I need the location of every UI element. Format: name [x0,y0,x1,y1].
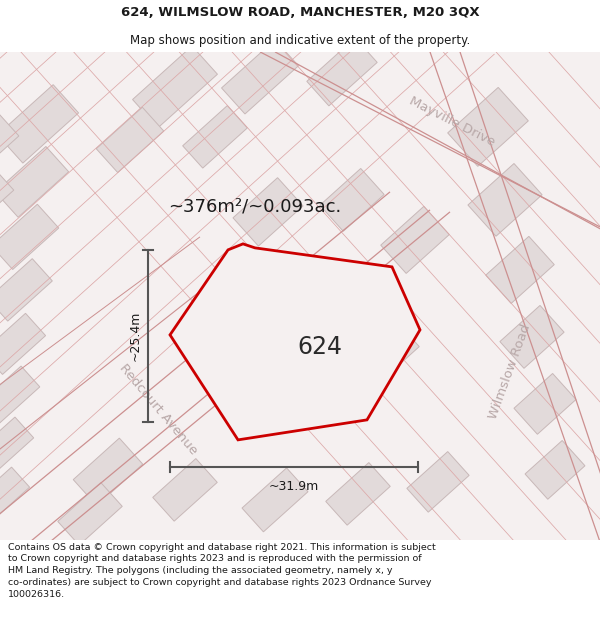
Polygon shape [0,84,79,163]
Polygon shape [242,468,308,532]
Text: 624: 624 [298,335,343,359]
Polygon shape [0,204,59,269]
Polygon shape [407,452,469,512]
Polygon shape [73,438,143,506]
Polygon shape [320,169,384,231]
Polygon shape [0,146,68,217]
Text: ~376m²/~0.093ac.: ~376m²/~0.093ac. [169,198,341,216]
Polygon shape [468,164,542,236]
Polygon shape [58,482,122,545]
Polygon shape [0,366,40,424]
Polygon shape [0,417,34,472]
Polygon shape [525,441,585,499]
Text: ~25.4m: ~25.4m [128,311,142,361]
Polygon shape [182,106,247,168]
Polygon shape [486,236,554,303]
Polygon shape [351,318,419,386]
Text: 624, WILMSLOW ROAD, MANCHESTER, M20 3QX: 624, WILMSLOW ROAD, MANCHESTER, M20 3QX [121,6,479,19]
Polygon shape [133,46,217,128]
Polygon shape [0,467,29,521]
Polygon shape [153,459,217,521]
Polygon shape [221,40,298,114]
Text: Contains OS data © Crown copyright and database right 2021. This information is : Contains OS data © Crown copyright and d… [8,542,436,599]
Polygon shape [381,206,449,273]
Polygon shape [0,259,52,321]
Polygon shape [0,313,46,374]
Polygon shape [326,462,390,525]
Text: ~31.9m: ~31.9m [269,481,319,493]
Text: Redcourt Avenue: Redcourt Avenue [116,362,200,458]
Polygon shape [0,165,14,209]
Polygon shape [96,107,164,172]
Text: Map shows position and indicative extent of the property.: Map shows position and indicative extent… [130,34,470,47]
Polygon shape [448,88,529,166]
Polygon shape [170,244,420,440]
Text: Mayville Drive: Mayville Drive [407,94,497,149]
Polygon shape [514,374,576,434]
Polygon shape [233,177,303,246]
Polygon shape [281,354,338,410]
Polygon shape [307,38,377,106]
Text: Wilmslow Road: Wilmslow Road [487,322,533,421]
Polygon shape [0,107,19,156]
Polygon shape [500,306,564,368]
